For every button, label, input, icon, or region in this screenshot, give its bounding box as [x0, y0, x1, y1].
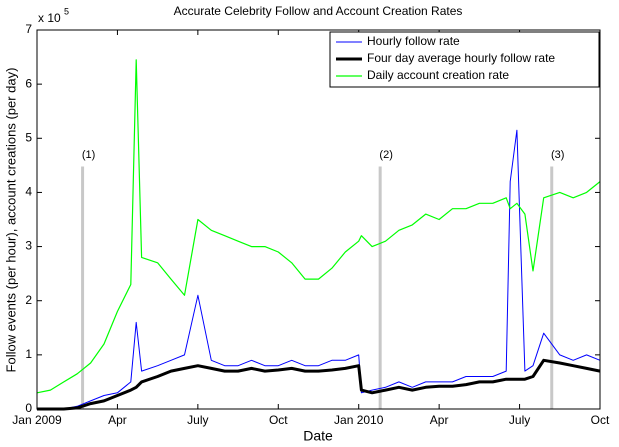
x-tick-label: Jan 2009: [12, 413, 62, 427]
y-axis-label: Follow events (per hour), account creati…: [3, 68, 18, 373]
y-tick-label: 2: [25, 293, 32, 307]
x-tick-label: Apr: [108, 413, 127, 427]
x-tick-label: July: [509, 413, 530, 427]
x-tick-label: Jan 2010: [334, 413, 384, 427]
legend-label: Four day average hourly follow rate: [367, 51, 555, 65]
plot-frame: [36, 29, 601, 410]
y-tick-label: 3: [25, 239, 32, 253]
y-tick-label: 4: [25, 185, 32, 199]
legend-label: Daily account creation rate: [367, 68, 509, 82]
y-multiplier: x 10: [38, 11, 61, 25]
y-multiplier-exponent: 5: [64, 6, 69, 16]
legend-label: Hourly follow rate: [367, 34, 460, 48]
chart-title: Accurate Celebrity Follow and Account Cr…: [174, 4, 463, 18]
series-line: [37, 358, 601, 411]
x-tick-label: Apr: [430, 413, 449, 427]
annotation-label: (2): [379, 149, 392, 161]
series-line: [37, 129, 601, 410]
legend-box: [329, 31, 600, 88]
y-tick-label: 1: [25, 347, 32, 361]
y-tick-label: 0: [25, 401, 32, 415]
y-tick-label: 5: [25, 130, 32, 144]
annotation-label: (3): [551, 149, 564, 161]
x-tick-label: Oct: [591, 413, 610, 427]
x-tick-label: Oct: [269, 413, 288, 427]
x-tick-label: July: [187, 413, 208, 427]
series-line: [36, 59, 601, 394]
y-tick-label: 6: [25, 76, 32, 90]
annotation-label: (1): [82, 149, 95, 161]
x-axis-label: Date: [303, 428, 333, 444]
y-tick-label: 7: [25, 22, 32, 36]
